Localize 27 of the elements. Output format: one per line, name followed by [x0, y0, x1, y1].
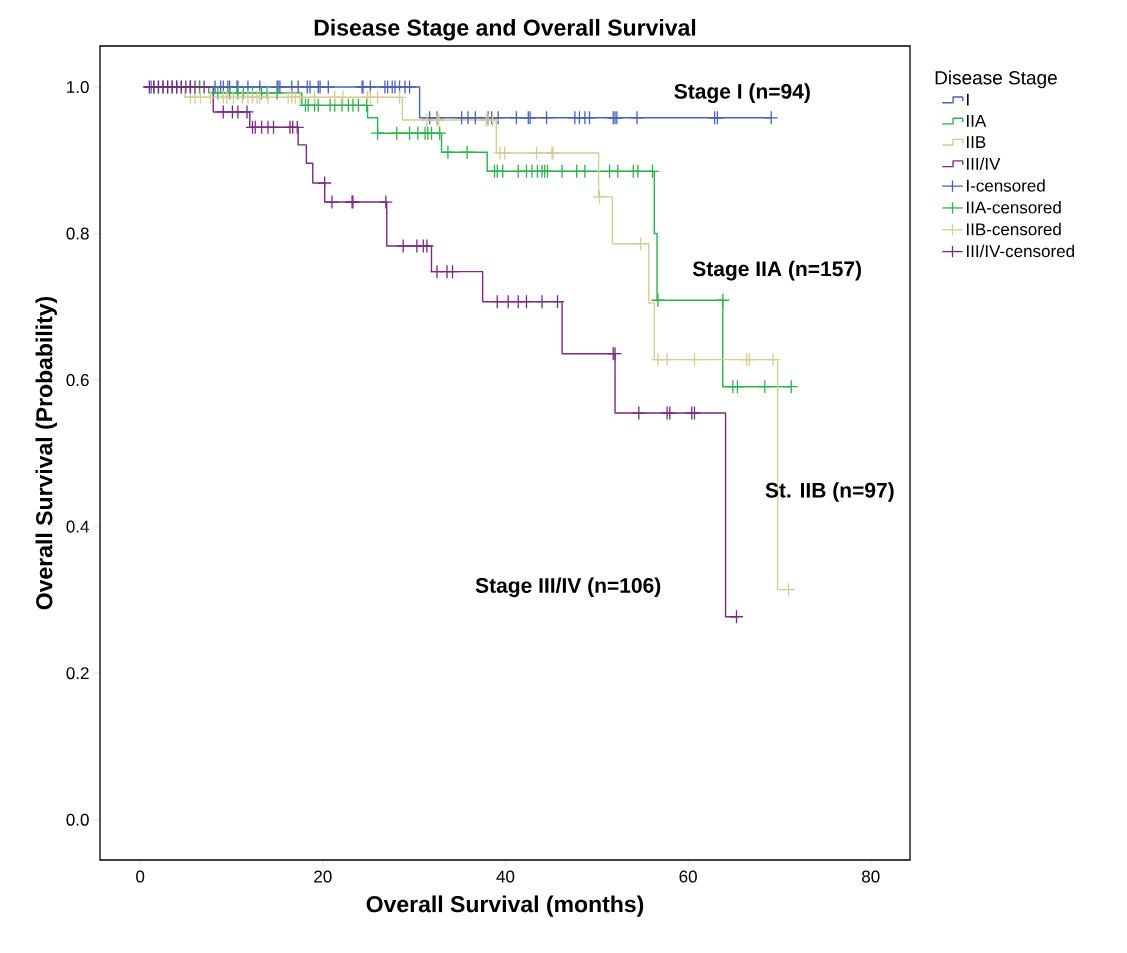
chart-title: Disease Stage and Overall Survival — [314, 18, 696, 41]
annotation: St. IIB (n=97) — [765, 482, 894, 502]
y-tick-label: 0.0 — [66, 813, 89, 826]
y-axis-title: Overall Survival (Probability) — [35, 296, 57, 610]
x-tick-label: 20 — [314, 870, 332, 883]
legend-title: Disease Stage — [935, 70, 1057, 89]
annotation: Stage IIA (n=157) — [692, 260, 861, 281]
x-tick-label: 60 — [679, 870, 697, 883]
legend-label: IIB — [967, 136, 986, 148]
legend-label: III/IV — [967, 157, 1001, 170]
y-tick-label: 0.2 — [66, 667, 89, 680]
legend-label: I-censored — [967, 179, 1045, 192]
y-tick-label: 0.4 — [66, 520, 89, 533]
legend-label: IIA-censored — [967, 201, 1061, 214]
y-tick-label: 0.6 — [66, 374, 89, 387]
legend-label: IIA — [967, 115, 987, 127]
x-axis-title: Overall Survival (months) — [366, 895, 644, 917]
legend-label: III/IV-censored — [967, 244, 1074, 258]
annotation: Stage III/IV (n=106) — [475, 577, 661, 598]
y-tick-label: 1.0 — [67, 81, 89, 94]
legend-label: IIB-censored — [967, 222, 1061, 236]
annotation: Stage I (n=94) — [674, 83, 810, 104]
legend-label: I — [967, 93, 969, 106]
x-tick-label: 80 — [862, 870, 880, 883]
y-tick-label: 0.8 — [66, 227, 89, 240]
x-tick-label: 0 — [136, 870, 145, 883]
x-tick-label: 40 — [496, 870, 515, 883]
